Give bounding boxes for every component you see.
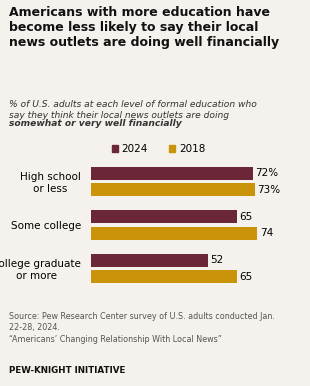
Bar	[91, 270, 237, 283]
Text: 52: 52	[210, 255, 224, 265]
Text: 65: 65	[240, 212, 253, 222]
Text: 2018: 2018	[179, 144, 205, 154]
Text: 65: 65	[240, 272, 253, 282]
Text: 73%: 73%	[257, 185, 281, 195]
Text: 2024: 2024	[122, 144, 148, 154]
Text: PEW-KNIGHT INITIATIVE: PEW-KNIGHT INITIATIVE	[9, 366, 126, 375]
Bar	[91, 227, 257, 240]
Bar	[91, 210, 237, 223]
Text: 74: 74	[260, 228, 273, 238]
Text: % of U.S. adults at each level of formal education who
say they think their loca: % of U.S. adults at each level of formal…	[9, 100, 257, 120]
Text: somewhat or very well financially: somewhat or very well financially	[9, 119, 182, 128]
Bar	[91, 254, 208, 267]
Text: 72%: 72%	[255, 168, 278, 178]
Text: Americans with more education have
become less likely to say their local
news ou: Americans with more education have becom…	[9, 6, 279, 49]
Bar	[91, 183, 255, 196]
Bar	[91, 167, 253, 179]
Text: Source: Pew Research Center survey of U.S. adults conducted Jan.
22-28, 2024.
“A: Source: Pew Research Center survey of U.…	[9, 312, 275, 344]
